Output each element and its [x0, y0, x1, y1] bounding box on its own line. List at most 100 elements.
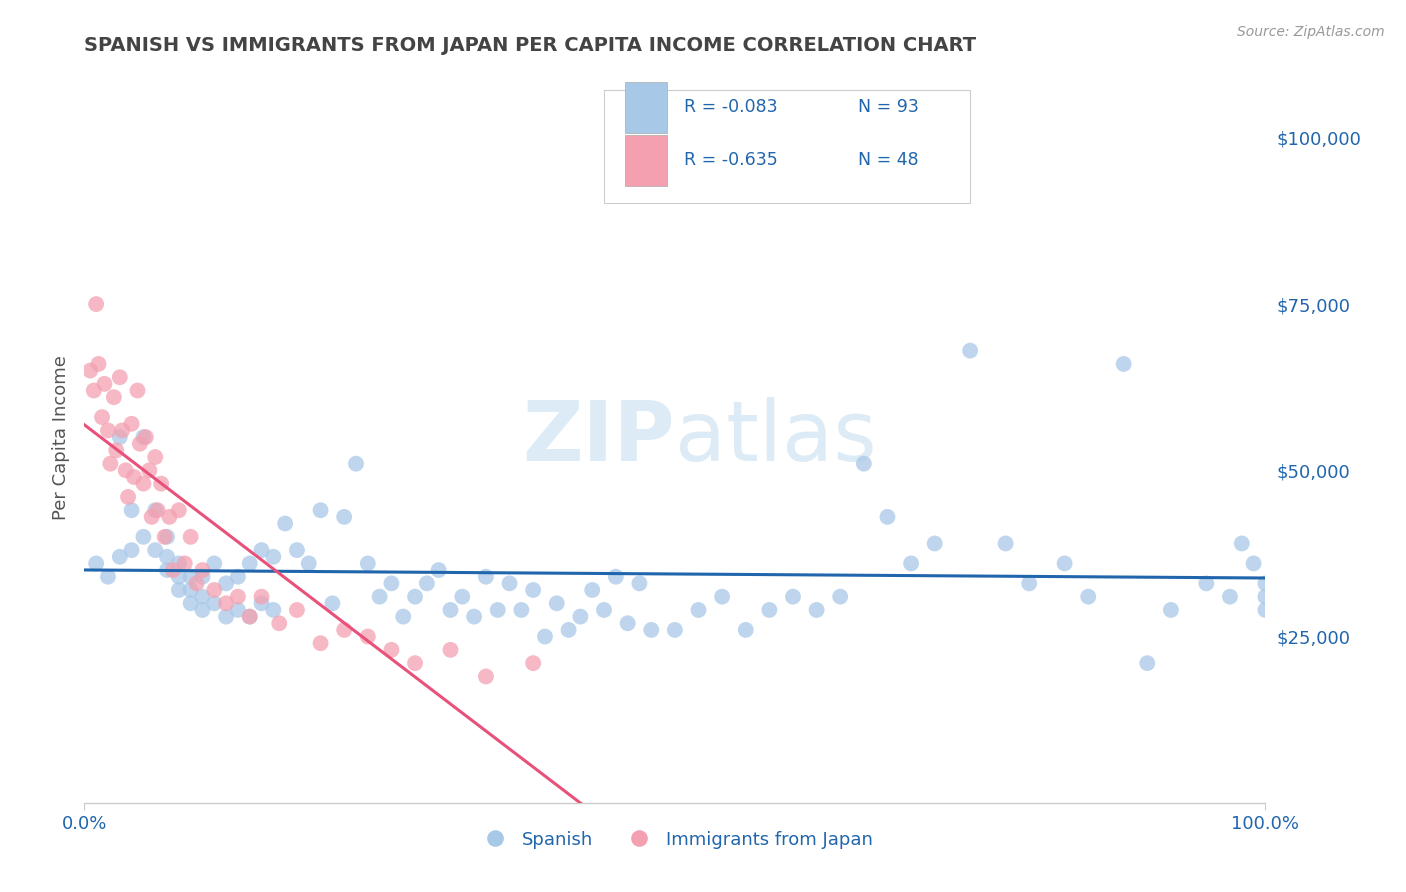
Point — [269, 616, 291, 631]
Point — [250, 590, 273, 604]
Point — [97, 424, 120, 438]
Text: R = -0.635: R = -0.635 — [685, 152, 778, 169]
Point — [191, 570, 214, 584]
Point — [522, 656, 544, 670]
Point — [734, 623, 756, 637]
FancyBboxPatch shape — [626, 135, 666, 186]
Point — [593, 603, 616, 617]
Point — [900, 557, 922, 571]
Point — [167, 557, 190, 571]
Point — [368, 590, 391, 604]
Point — [103, 390, 125, 404]
Point — [226, 590, 249, 604]
Point — [404, 656, 426, 670]
Point — [357, 630, 380, 644]
Point — [186, 576, 208, 591]
Point — [121, 543, 143, 558]
Point — [475, 570, 498, 584]
Point — [87, 357, 110, 371]
Point — [122, 470, 145, 484]
Text: Source: ZipAtlas.com: Source: ZipAtlas.com — [1237, 25, 1385, 39]
Point — [404, 590, 426, 604]
Point — [1112, 357, 1135, 371]
Point — [1219, 590, 1241, 604]
Point — [128, 436, 150, 450]
Point — [114, 463, 136, 477]
Point — [239, 609, 262, 624]
Point — [1254, 603, 1277, 617]
Point — [239, 609, 262, 624]
Point — [132, 430, 155, 444]
Point — [605, 570, 627, 584]
Point — [498, 576, 520, 591]
Point — [262, 603, 284, 617]
Point — [250, 596, 273, 610]
Point — [150, 476, 173, 491]
Point — [486, 603, 509, 617]
Point — [924, 536, 946, 550]
Point — [226, 570, 249, 584]
Point — [546, 596, 568, 610]
Point — [1254, 590, 1277, 604]
Point — [557, 623, 579, 637]
Point — [852, 457, 875, 471]
Point — [758, 603, 780, 617]
Point — [392, 609, 415, 624]
Point — [97, 570, 120, 584]
Point — [93, 376, 115, 391]
Point — [135, 430, 157, 444]
Point — [534, 630, 557, 644]
Point — [98, 457, 121, 471]
Point — [298, 557, 321, 571]
Point — [581, 582, 603, 597]
Point — [141, 509, 163, 524]
Point — [616, 616, 638, 631]
Point — [994, 536, 1017, 550]
Point — [156, 563, 179, 577]
Point — [132, 476, 155, 491]
Point — [475, 669, 498, 683]
Point — [250, 543, 273, 558]
Point — [180, 596, 202, 610]
Point — [1243, 557, 1265, 571]
Point — [83, 384, 105, 398]
Point — [202, 596, 225, 610]
Point — [664, 623, 686, 637]
Point — [285, 603, 308, 617]
Point — [782, 590, 804, 604]
Point — [1053, 557, 1076, 571]
Point — [344, 457, 367, 471]
Text: ZIP: ZIP — [523, 397, 675, 477]
Point — [108, 549, 131, 564]
Point — [215, 609, 238, 624]
Point — [439, 643, 461, 657]
Point — [239, 557, 262, 571]
Point — [146, 503, 169, 517]
Point — [215, 576, 238, 591]
Point — [157, 509, 180, 524]
Point — [180, 530, 202, 544]
Point — [117, 490, 139, 504]
Point — [215, 596, 238, 610]
Point — [226, 603, 249, 617]
Point — [640, 623, 662, 637]
Point — [132, 530, 155, 544]
Point — [1254, 576, 1277, 591]
Point — [321, 596, 343, 610]
Point — [91, 410, 114, 425]
Point — [79, 363, 101, 377]
Point — [876, 509, 898, 524]
Point — [522, 582, 544, 597]
Point — [127, 384, 149, 398]
Point — [439, 603, 461, 617]
Point — [688, 603, 710, 617]
Point — [806, 603, 828, 617]
Point — [167, 582, 190, 597]
Point — [333, 509, 356, 524]
Point — [463, 609, 485, 624]
Point — [262, 549, 284, 564]
Point — [143, 503, 166, 517]
Point — [569, 609, 592, 624]
Point — [84, 297, 107, 311]
Text: atlas: atlas — [675, 397, 876, 477]
